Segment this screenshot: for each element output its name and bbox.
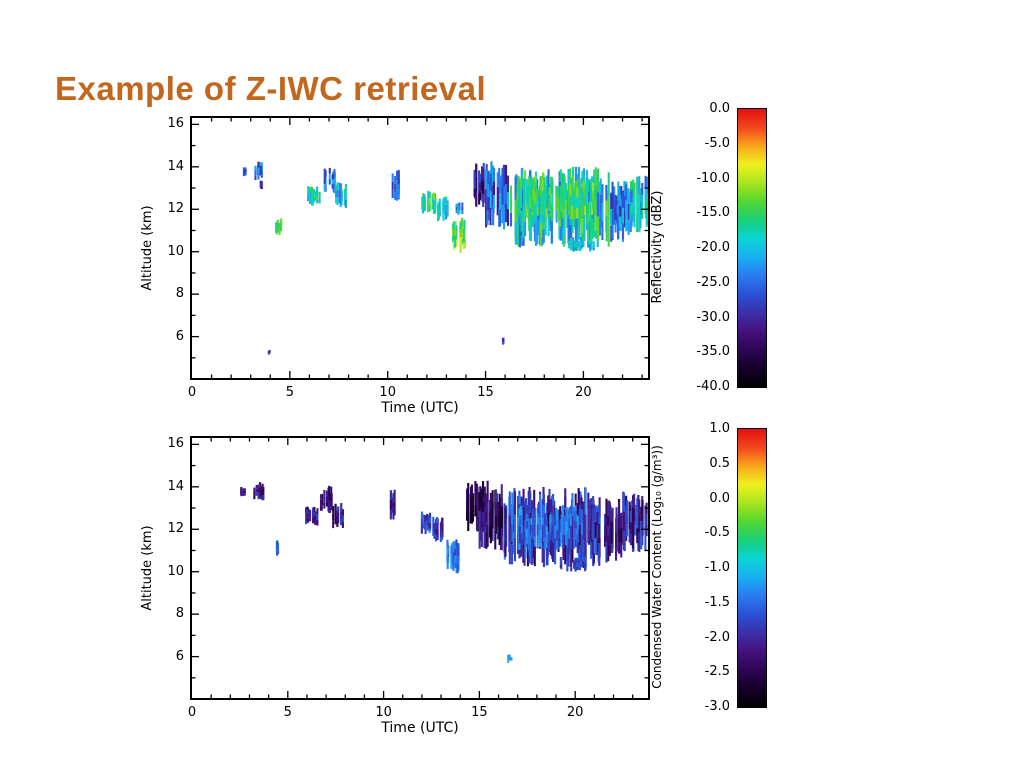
y-tick-label: 10 [167, 243, 184, 259]
x-tick-label: 0 [187, 385, 197, 400]
colorbar-label: Reflectivity (dBZ) [650, 190, 665, 304]
colorbar-tick-label: 0.5 [709, 455, 730, 471]
colorbar-tick-label: -3.0 [704, 699, 730, 714]
y-tick-label: 16 [167, 436, 184, 452]
colorbar [737, 108, 767, 388]
colorbar-tick-label: -30.0 [696, 309, 730, 325]
x-tick-label: 5 [285, 385, 294, 400]
plot-area [190, 436, 650, 700]
colorbar-tick-label: -40.0 [696, 379, 730, 394]
x-tick-label: 15 [471, 705, 488, 720]
colorbar-tick-label: 0.0 [709, 101, 730, 116]
colorbar-tick-label: -15.0 [696, 205, 730, 221]
y-tick-label: 8 [175, 286, 184, 302]
x-tick-label: 0 [187, 705, 197, 720]
slide-title: Example of Z-IWC retrieval [55, 70, 487, 108]
x-tick-label: 20 [566, 705, 584, 720]
colorbar-tick-label: -0.5 [704, 525, 730, 541]
y-tick-label: 8 [175, 606, 184, 622]
colorbar-tick-label: 1.0 [709, 421, 730, 436]
y-tick-label: 16 [167, 116, 184, 132]
colorbar-tick-label: 0.0 [709, 490, 730, 506]
condensed-water-content-chart: Altitude (km) Time (UTC) Condensed Water… [0, 420, 1024, 760]
x-axis-label: Time (UTC) [381, 720, 459, 736]
echo-canvas [192, 438, 648, 698]
x-axis-label: Time (UTC) [381, 400, 459, 416]
y-tick-label: 6 [175, 328, 184, 344]
x-tick-label: 10 [375, 705, 392, 720]
reflectivity-chart: Altitude (km) Time (UTC) Reflectivity (d… [0, 100, 1024, 440]
colorbar-tick-label: -5.0 [704, 135, 730, 151]
y-tick-label: 12 [167, 201, 184, 217]
colorbar-label: Condensed Water Content (Log₁₀ (g/m³)) [650, 445, 664, 689]
colorbar-tick-label: -1.5 [704, 594, 730, 610]
y-tick-label: 6 [175, 648, 184, 664]
colorbar-tick-label: -1.0 [704, 560, 730, 575]
x-tick-label: 20 [575, 385, 592, 400]
colorbar-tick-label: -35.0 [696, 344, 730, 360]
plot-area [190, 116, 650, 380]
x-tick-label: 10 [379, 385, 396, 400]
x-tick-label: 15 [477, 385, 494, 400]
echo-canvas [192, 118, 648, 378]
y-tick-label: 10 [167, 563, 184, 579]
colorbar-tick-label: -25.0 [696, 274, 730, 290]
x-tick-label: 5 [283, 705, 292, 720]
colorbar-tick-label: -2.5 [704, 664, 730, 680]
y-tick-label: 14 [167, 478, 184, 494]
colorbar [737, 428, 767, 708]
colorbar-tick-label: -2.0 [704, 629, 730, 645]
y-tick-label: 14 [167, 158, 184, 174]
colorbar-tick-label: -20.0 [696, 240, 730, 255]
colorbar-tick-label: -10.0 [696, 170, 730, 186]
y-tick-label: 12 [167, 521, 184, 537]
